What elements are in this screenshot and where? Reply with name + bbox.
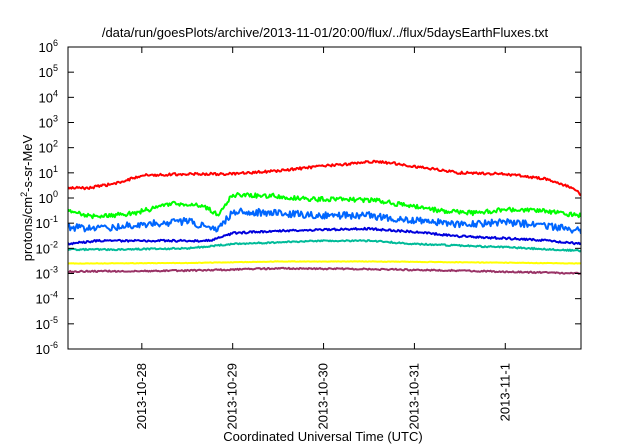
y-axis-label-sup: 2 <box>19 192 29 197</box>
y-tick-label: 10-4 <box>36 290 58 307</box>
y-axis-label-suffix: -s-sr-MeV <box>20 134 35 191</box>
series-line-3 <box>68 226 581 246</box>
x-tick-label: 2013-10-30 <box>316 363 331 430</box>
y-tick-label: 10-6 <box>36 340 58 357</box>
series-line-0 <box>68 159 581 197</box>
y-ticks: 10-6 10-5 10-4 10-3 10-2 10-1 100 101 102 103 104 1… <box>36 38 581 357</box>
y-tick-label: 105 <box>39 63 58 80</box>
y-tick-label: 100 <box>39 189 58 206</box>
y-tick-label: 106 <box>39 38 58 55</box>
x-ticks: 2013-10-28 2013-10-29 2013-10-30 2013-10-31… <box>134 47 512 430</box>
y-tick-label: 10-3 <box>36 265 58 282</box>
y-tick-label: 102 <box>39 139 58 156</box>
y-tick-label: 10-2 <box>36 239 58 256</box>
series-line-6 <box>68 266 581 275</box>
x-axis-label: Coordinated Universal Time (UTC) <box>223 429 422 444</box>
series-layer <box>68 159 581 275</box>
y-tick-label: 101 <box>39 164 58 181</box>
x-tick-label: 2013-10-29 <box>225 363 240 430</box>
y-axis-label-prefix: protons/cm <box>20 197 35 261</box>
series-line-1 <box>68 192 581 220</box>
series-line-2 <box>68 207 581 235</box>
svg-text:protons/cm2-s-sr-MeV: protons/cm2-s-sr-MeV <box>19 134 35 261</box>
series-line-4 <box>68 239 581 253</box>
x-tick-label: 2013-11-1 <box>497 363 512 421</box>
y-tick-label: 10-5 <box>36 315 58 332</box>
plot-frame <box>67 46 582 350</box>
x-tick-label: 2013-10-31 <box>406 363 421 430</box>
y-tick-label: 103 <box>39 114 58 131</box>
x-tick-label: 2013-10-28 <box>134 363 149 430</box>
y-axis-label: protons/cm2-s-sr-MeV <box>19 134 35 261</box>
y-tick-label: 10-1 <box>36 214 58 231</box>
series-line-5 <box>68 260 581 265</box>
chart-title: /data/run/goesPlots/archive/2013-11-01/2… <box>102 25 549 40</box>
y-tick-label: 104 <box>39 88 58 105</box>
